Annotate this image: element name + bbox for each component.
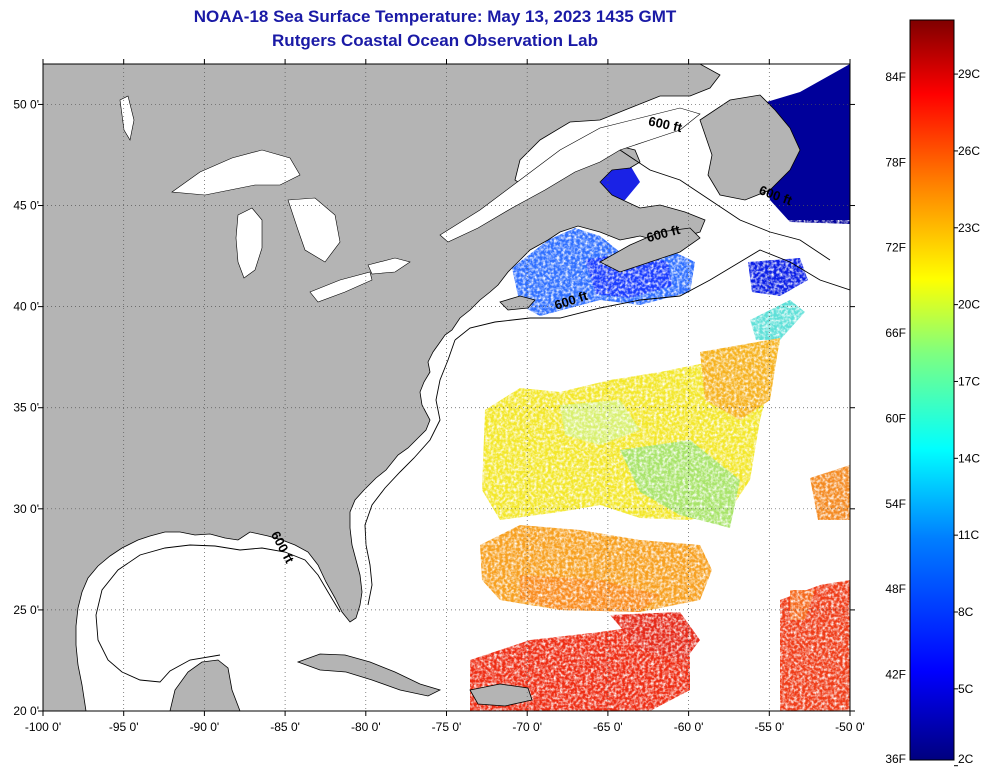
colorbar-c-label: 26C bbox=[958, 144, 980, 158]
land-cape-cod bbox=[499, 295, 536, 311]
land-newfoundland bbox=[699, 94, 801, 201]
colorbar-f-label: 66F bbox=[885, 326, 906, 340]
temperature-colorbar bbox=[909, 19, 955, 761]
land-north-america bbox=[43, 64, 721, 711]
colorbar-c-label: 29C bbox=[958, 67, 980, 81]
colorbar-f-label: 72F bbox=[885, 241, 906, 255]
colorbar-c-label: 2C bbox=[958, 752, 974, 766]
st-lawrence-river bbox=[439, 107, 701, 243]
lat-tick-label: 40 0' bbox=[13, 300, 39, 314]
lat-tick-label: 25 0' bbox=[13, 603, 39, 617]
colorbar-c-label: 5C bbox=[958, 682, 974, 696]
map-title-line2: Rutgers Coastal Ocean Observation Lab bbox=[272, 31, 598, 50]
lake-huron bbox=[287, 197, 341, 263]
lat-tick-label: 35 0' bbox=[13, 401, 39, 415]
colorbar-f-label: 78F bbox=[885, 155, 906, 169]
colorbar-f-label: 48F bbox=[885, 582, 906, 596]
lon-tick-label: -90 0' bbox=[190, 720, 220, 734]
colorbar-c-label: 20C bbox=[958, 298, 980, 312]
colorbar-f-label: 36F bbox=[885, 752, 906, 766]
land-nova-scotia bbox=[599, 227, 701, 273]
axis-ticks: -100 0' -95 0' -90 0' -85 0' -80 0' -75 0' -70… bbox=[13, 59, 865, 734]
colorbar-labels: 84F 78F 72F 66F 60F 54F 48F 42F 36F 29C 26C 23C 20C 1… bbox=[885, 67, 980, 767]
lake-erie bbox=[309, 271, 373, 303]
colorbar-f-label: 60F bbox=[885, 411, 906, 425]
colorbar-f-label: 42F bbox=[885, 668, 906, 682]
land-layer bbox=[43, 64, 801, 711]
lat-tick-label: 20 0' bbox=[13, 704, 39, 718]
depth-contour-lines bbox=[95, 149, 850, 683]
lon-tick-label: -65 0' bbox=[593, 720, 623, 734]
cloud-speckle-overlay bbox=[430, 220, 850, 711]
lake-ontario bbox=[367, 257, 411, 275]
land-cuba bbox=[296, 653, 442, 697]
lat-tick-label: 45 0' bbox=[13, 199, 39, 213]
lon-tick-label: -50 0' bbox=[835, 720, 865, 734]
lake-winnipeg bbox=[119, 95, 135, 141]
lat-lon-grid bbox=[43, 64, 850, 711]
lon-tick-label: -85 0' bbox=[270, 720, 300, 734]
lon-tick-label: -75 0' bbox=[432, 720, 462, 734]
lon-tick-label: -60 0' bbox=[674, 720, 704, 734]
colorbar-c-label: 17C bbox=[958, 374, 980, 388]
contour-atlantic-coast bbox=[364, 339, 456, 606]
colorbar-c-label: 11C bbox=[958, 528, 979, 542]
contour-northeast bbox=[454, 249, 850, 341]
lat-tick-label: 30 0' bbox=[13, 502, 39, 516]
map-title-line1: NOAA-18 Sea Surface Temperature: May 13,… bbox=[193, 7, 677, 26]
colorbar-c-label: 14C bbox=[958, 451, 980, 465]
lake-superior bbox=[171, 149, 301, 196]
lat-tick-label: 50 0' bbox=[13, 97, 39, 111]
lon-tick-label: -55 0' bbox=[754, 720, 784, 734]
contour-scotian bbox=[619, 149, 831, 261]
contour-gulf bbox=[95, 544, 341, 683]
land-yucatan bbox=[169, 659, 241, 711]
colorbar-c-label: 8C bbox=[958, 605, 974, 619]
colorbar-c-label: 23C bbox=[958, 221, 980, 235]
colorbar-f-label: 84F bbox=[885, 70, 906, 84]
lon-tick-label: -80 0' bbox=[351, 720, 381, 734]
land-hispaniola bbox=[469, 683, 533, 707]
lon-tick-label: -70 0' bbox=[512, 720, 542, 734]
depth-contour-label: 600 ft bbox=[647, 113, 684, 135]
colorbar-f-label: 54F bbox=[885, 497, 906, 511]
lon-tick-label: -95 0' bbox=[109, 720, 139, 734]
lake-michigan bbox=[235, 207, 263, 279]
lon-tick-label: -100 0' bbox=[25, 720, 61, 734]
